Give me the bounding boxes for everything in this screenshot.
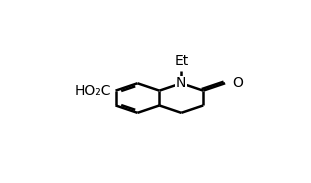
Text: O: O bbox=[232, 76, 243, 90]
Text: HO₂C: HO₂C bbox=[74, 84, 111, 98]
Text: Et: Et bbox=[174, 54, 188, 68]
Text: N: N bbox=[176, 76, 187, 90]
